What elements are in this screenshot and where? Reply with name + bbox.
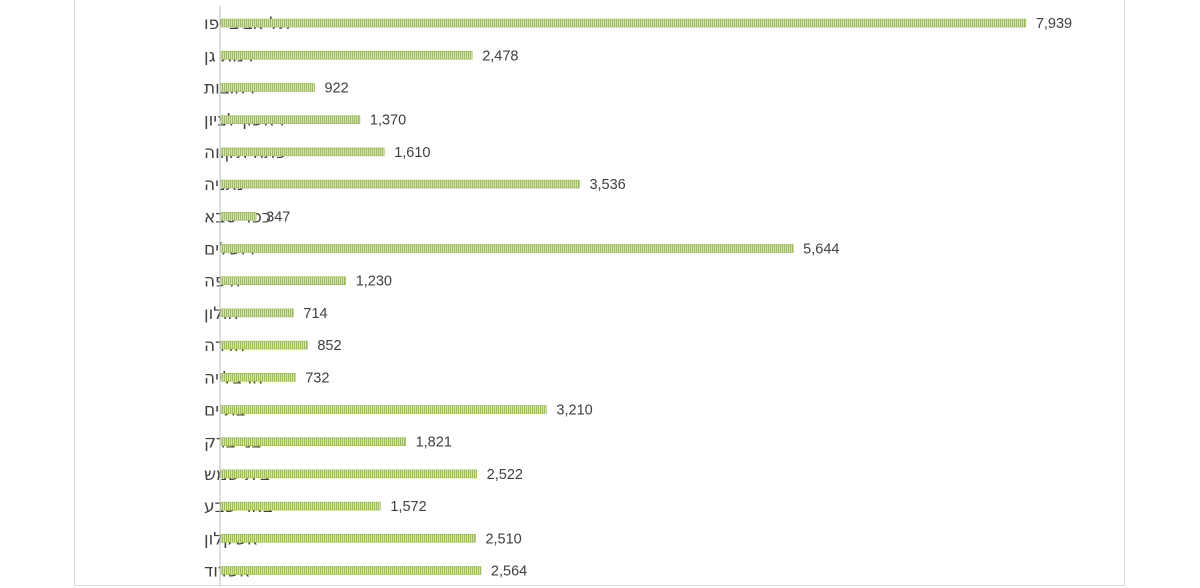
bar <box>220 83 315 92</box>
value-label: 1,572 <box>390 499 426 515</box>
bar <box>220 372 296 382</box>
bar <box>220 308 294 318</box>
bar <box>220 50 473 60</box>
value-label: 2,478 <box>482 48 518 64</box>
bar <box>220 244 794 253</box>
value-label: 3,210 <box>556 403 592 419</box>
value-label: 852 <box>317 338 341 354</box>
value-label: 1,821 <box>416 435 452 451</box>
value-label: 1,230 <box>356 274 392 290</box>
bar <box>220 147 385 157</box>
value-label: 5,644 <box>803 242 839 258</box>
bar <box>220 533 476 543</box>
bar <box>220 566 482 575</box>
value-label: 714 <box>303 306 327 322</box>
value-label: 7,939 <box>1036 16 1072 32</box>
bar <box>220 276 346 286</box>
bars-layer: תל אביב-יפו7,939רמת גן2,478רחובות922ראשו… <box>204 14 1072 581</box>
bar <box>220 115 361 124</box>
chart-frame <box>74 0 1125 586</box>
value-label: 2,510 <box>485 531 521 547</box>
bar <box>220 501 381 511</box>
bar <box>220 18 1027 28</box>
value-label: 1,610 <box>394 145 430 161</box>
value-label: 2,564 <box>491 564 527 580</box>
bar <box>220 469 477 479</box>
value-label: 2,522 <box>487 467 523 483</box>
bar <box>220 437 406 447</box>
value-label: 922 <box>324 81 348 97</box>
value-label: 1,370 <box>370 113 406 129</box>
bar <box>220 340 308 350</box>
value-label: 347 <box>266 209 290 225</box>
value-label: 732 <box>305 370 329 386</box>
value-label: 3,536 <box>589 177 625 193</box>
bar <box>220 212 257 221</box>
bar <box>220 405 547 414</box>
bar <box>220 179 580 189</box>
